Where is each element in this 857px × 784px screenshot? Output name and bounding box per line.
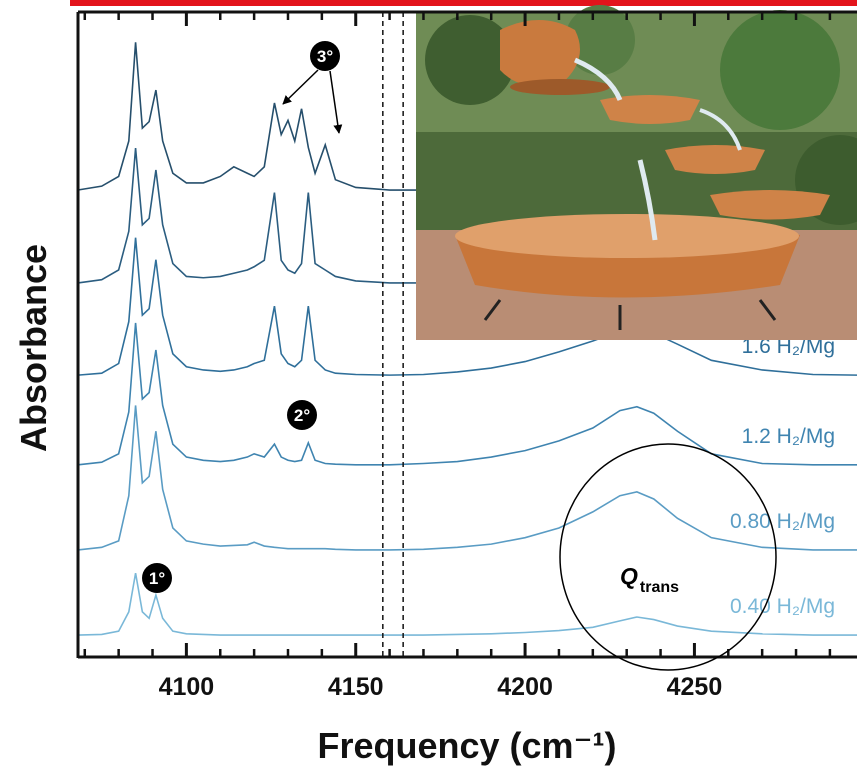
y-axis-label: Absorbance [13, 244, 54, 452]
x-axis-label: Frequency (cm⁻¹) [317, 725, 616, 766]
annotation-label: 3° [317, 47, 333, 66]
plot-area: 1.6 H₂/Mg [77, 12, 857, 657]
series-label: 1.6 H₂/Mg [742, 335, 835, 358]
x-tick-label: 4200 [497, 673, 553, 701]
spectrum-line [77, 322, 857, 466]
annotation-badge [142, 563, 172, 593]
annotation-label: 2° [294, 406, 310, 425]
overlay: 0.40 H₂/Mg 0.80 H₂/Mg 1.2 H₂/Mg 4100 4150 420… [13, 10, 857, 766]
series-label: 0.40 H₂/Mg [730, 595, 835, 618]
x-tick-label: 4150 [328, 673, 384, 701]
peak-label-subscript: trans [640, 579, 679, 596]
annotation-arrow [329, 70, 343, 134]
series-label: 1.2 H₂/Mg [742, 425, 835, 448]
header-bar [70, 0, 857, 6]
x-tick-label: 4250 [667, 673, 723, 701]
peak-label-main: Q [620, 563, 638, 589]
annotation-badge [287, 400, 317, 430]
spectrum-line [77, 573, 857, 636]
spectrum-line [77, 405, 857, 551]
series-label: 0.80 H₂/Mg [730, 510, 835, 533]
highlight-circle [559, 443, 777, 671]
annotation-arrow [282, 69, 319, 105]
annotation-badge [310, 41, 340, 71]
annotation-label: 1° [149, 569, 165, 588]
x-tick-label: 4100 [159, 673, 215, 701]
photo-inset [416, 5, 857, 340]
